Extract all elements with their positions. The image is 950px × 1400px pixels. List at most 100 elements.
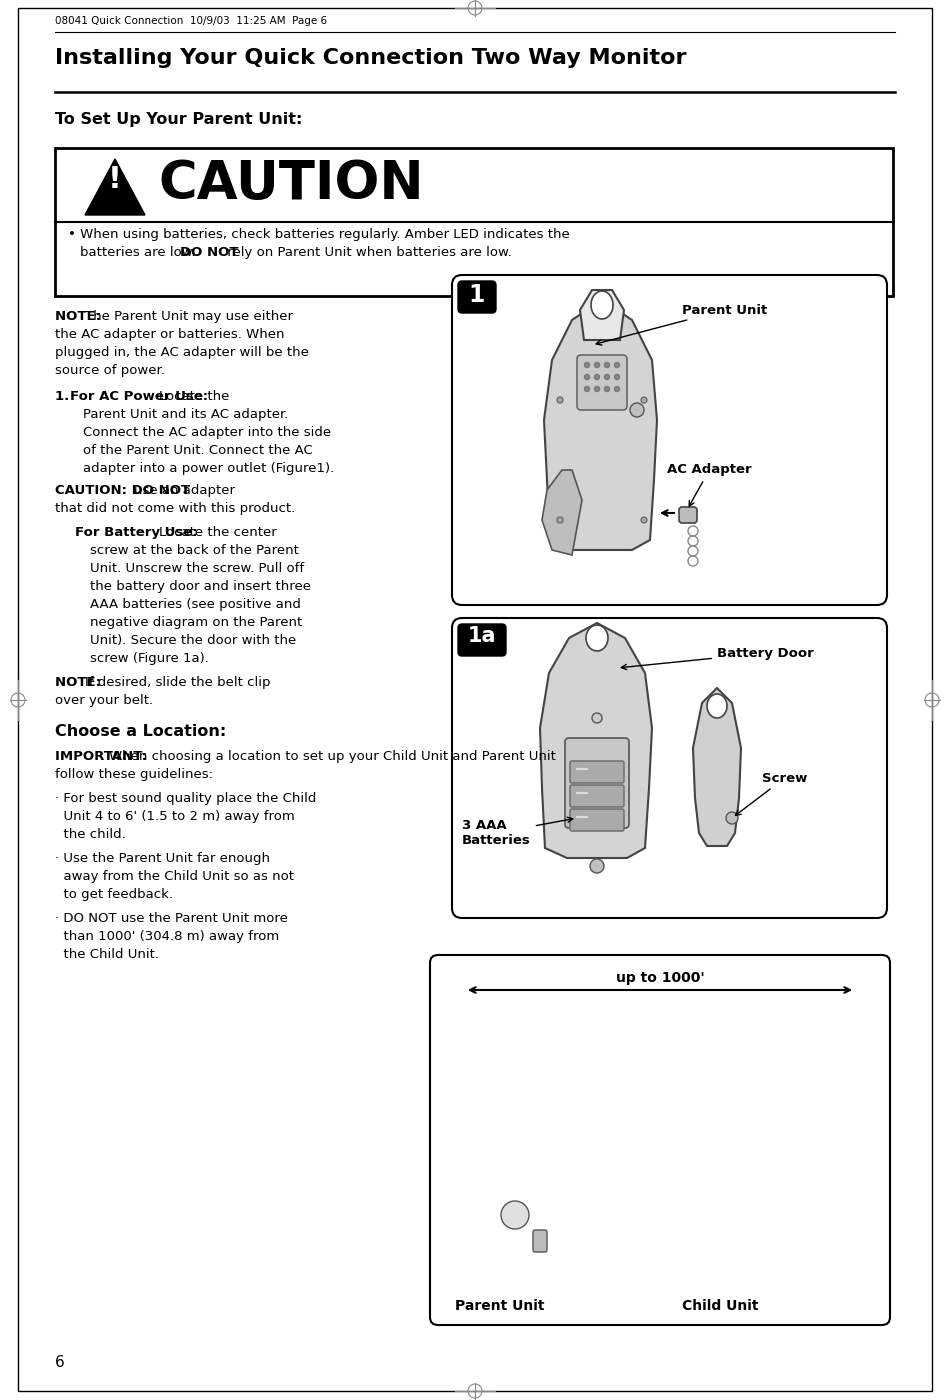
Circle shape <box>615 374 619 379</box>
Text: · DO NOT use the Parent Unit more: · DO NOT use the Parent Unit more <box>55 911 288 925</box>
Text: of the Parent Unit. Connect the AC: of the Parent Unit. Connect the AC <box>83 444 313 456</box>
Text: Locate the: Locate the <box>159 391 229 403</box>
Text: 3 AAA
Batteries: 3 AAA Batteries <box>462 818 573 847</box>
Text: rely on Parent Unit when batteries are low.: rely on Parent Unit when batteries are l… <box>222 246 511 259</box>
Polygon shape <box>85 160 145 216</box>
Circle shape <box>557 517 563 524</box>
FancyBboxPatch shape <box>533 1231 547 1252</box>
Text: to get feedback.: to get feedback. <box>55 888 173 902</box>
Circle shape <box>557 398 563 403</box>
Text: AC Adapter: AC Adapter <box>667 463 751 507</box>
Text: use an adapter: use an adapter <box>134 484 235 497</box>
Text: Battery Door: Battery Door <box>621 647 814 669</box>
Circle shape <box>595 363 599 367</box>
Circle shape <box>604 363 610 367</box>
Text: !: ! <box>108 165 122 195</box>
FancyBboxPatch shape <box>570 809 624 832</box>
Text: Parent Unit: Parent Unit <box>455 1299 544 1313</box>
Text: up to 1000': up to 1000' <box>616 972 704 986</box>
Text: that did not come with this product.: that did not come with this product. <box>55 503 295 515</box>
Text: CAUTION: CAUTION <box>158 158 424 210</box>
Bar <box>635 1110 715 1219</box>
Text: If desired, slide the belt clip: If desired, slide the belt clip <box>85 676 270 689</box>
Circle shape <box>641 398 647 403</box>
Ellipse shape <box>707 694 727 718</box>
Circle shape <box>584 386 590 392</box>
Text: For Battery Use:: For Battery Use: <box>75 526 202 539</box>
Text: Locate the center: Locate the center <box>159 526 276 539</box>
Text: Connect the AC adapter into the side: Connect the AC adapter into the side <box>83 426 332 440</box>
FancyBboxPatch shape <box>452 274 887 605</box>
Text: over your belt.: over your belt. <box>55 694 153 707</box>
Text: batteries are low.: batteries are low. <box>80 246 200 259</box>
Circle shape <box>501 1201 529 1229</box>
FancyBboxPatch shape <box>452 617 887 918</box>
Circle shape <box>590 860 604 874</box>
Text: the AC adapter or batteries. When: the AC adapter or batteries. When <box>55 328 284 342</box>
FancyBboxPatch shape <box>458 281 496 314</box>
Circle shape <box>604 386 610 392</box>
Circle shape <box>584 363 590 367</box>
Text: 1.: 1. <box>55 391 74 403</box>
Text: · Use the Parent Unit far enough: · Use the Parent Unit far enough <box>55 853 270 865</box>
Text: Installing Your Quick Connection Two Way Monitor: Installing Your Quick Connection Two Way… <box>55 48 687 69</box>
Text: the battery door and insert three: the battery door and insert three <box>90 580 311 594</box>
FancyBboxPatch shape <box>565 738 629 827</box>
Text: Unit. Unscrew the screw. Pull off: Unit. Unscrew the screw. Pull off <box>90 561 304 575</box>
Text: · For best sound quality place the Child: · For best sound quality place the Child <box>55 792 316 805</box>
Text: AAA batteries (see positive and: AAA batteries (see positive and <box>90 598 301 610</box>
Text: 1a: 1a <box>467 626 496 645</box>
Text: 08041 Quick Connection  10/9/03  11:25 AM  Page 6: 08041 Quick Connection 10/9/03 11:25 AM … <box>55 15 327 27</box>
Text: plugged in, the AC adapter will be the: plugged in, the AC adapter will be the <box>55 346 309 358</box>
Bar <box>55 148 893 295</box>
FancyBboxPatch shape <box>577 356 627 410</box>
Text: To Set Up Your Parent Unit:: To Set Up Your Parent Unit: <box>55 112 302 127</box>
Text: Parent Unit: Parent Unit <box>597 304 768 344</box>
Text: source of power.: source of power. <box>55 364 165 377</box>
Text: Choose a Location:: Choose a Location: <box>55 724 226 739</box>
FancyBboxPatch shape <box>679 507 697 524</box>
Polygon shape <box>580 290 624 340</box>
Text: IMPORTANT:: IMPORTANT: <box>55 750 152 763</box>
Text: NOTE:: NOTE: <box>55 676 105 689</box>
Text: than 1000' (304.8 m) away from: than 1000' (304.8 m) away from <box>55 930 279 944</box>
FancyBboxPatch shape <box>570 762 624 783</box>
Text: • When using batteries, check batteries regularly. Amber LED indicates the: • When using batteries, check batteries … <box>68 228 570 241</box>
Polygon shape <box>693 687 741 846</box>
Text: For AC Power Use:: For AC Power Use: <box>69 391 213 403</box>
Text: Unit). Secure the door with the: Unit). Secure the door with the <box>90 634 296 647</box>
Circle shape <box>604 374 610 379</box>
Text: screw at the back of the Parent: screw at the back of the Parent <box>90 545 299 557</box>
Text: DO NOT: DO NOT <box>180 246 238 259</box>
Circle shape <box>615 386 619 392</box>
Circle shape <box>595 374 599 379</box>
Text: follow these guidelines:: follow these guidelines: <box>55 769 213 781</box>
Ellipse shape <box>591 291 613 319</box>
Ellipse shape <box>586 624 608 651</box>
Polygon shape <box>544 300 657 550</box>
Text: CAUTION: DO NOT: CAUTION: DO NOT <box>55 484 195 497</box>
Text: 6: 6 <box>55 1355 65 1371</box>
Text: NOTE:: NOTE: <box>55 309 105 323</box>
Text: When choosing a location to set up your Child Unit and Parent Unit: When choosing a location to set up your … <box>109 750 556 763</box>
Text: Screw: Screw <box>735 771 808 815</box>
Text: Unit 4 to 6' (1.5 to 2 m) away from: Unit 4 to 6' (1.5 to 2 m) away from <box>55 811 294 823</box>
Polygon shape <box>542 470 582 554</box>
Circle shape <box>641 517 647 524</box>
FancyBboxPatch shape <box>458 624 506 657</box>
Circle shape <box>726 812 738 825</box>
Text: The Parent Unit may use either: The Parent Unit may use either <box>85 309 293 323</box>
Text: the Child Unit.: the Child Unit. <box>55 948 159 960</box>
Text: the child.: the child. <box>55 827 125 841</box>
Text: Child Unit: Child Unit <box>682 1299 758 1313</box>
Circle shape <box>615 363 619 367</box>
Text: adapter into a power outlet (Figure1).: adapter into a power outlet (Figure1). <box>83 462 334 475</box>
Circle shape <box>630 403 644 417</box>
Text: screw (Figure 1a).: screw (Figure 1a). <box>90 652 209 665</box>
Circle shape <box>584 374 590 379</box>
Polygon shape <box>540 623 652 858</box>
Circle shape <box>592 713 602 722</box>
Text: away from the Child Unit so as not: away from the Child Unit so as not <box>55 869 294 883</box>
Text: negative diagram on the Parent: negative diagram on the Parent <box>90 616 302 629</box>
Bar <box>635 1110 715 1121</box>
